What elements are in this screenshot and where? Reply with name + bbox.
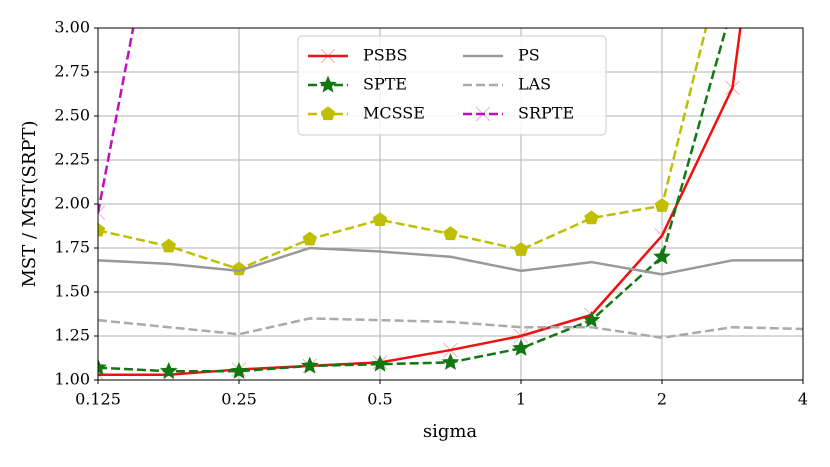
- marker: [159, 361, 178, 379]
- y-tick-label: 2.00: [54, 194, 90, 213]
- marker: [513, 328, 529, 344]
- marker: [372, 212, 388, 226]
- y-tick-label: 1.00: [54, 370, 90, 389]
- legend-label: LAS: [518, 75, 551, 94]
- marker: [98, 222, 106, 237]
- series-line: [98, 317, 803, 340]
- marker: [475, 106, 491, 122]
- legend-label: SRPTE: [518, 104, 574, 123]
- marker: [371, 354, 389, 372]
- x-tick-label: 4: [798, 390, 808, 409]
- y-axis-label: MST / MST(SRPT): [19, 120, 40, 287]
- series-line: [98, 246, 803, 276]
- marker: [725, 0, 740, 12]
- legend-label: PS: [518, 46, 540, 65]
- series-line: [98, 28, 135, 214]
- marker: [653, 247, 671, 265]
- x-tick-label: 0.125: [75, 390, 121, 409]
- marker: [98, 358, 107, 376]
- y-tick-label: 1.75: [54, 238, 90, 257]
- marker: [584, 210, 599, 225]
- marker: [320, 106, 336, 121]
- marker: [302, 231, 317, 246]
- x-tick-label: 2: [657, 390, 667, 409]
- marker: [230, 361, 248, 379]
- y-tick-label: 1.25: [54, 326, 90, 345]
- marker: [512, 339, 530, 356]
- y-tick-label: 3.00: [54, 18, 90, 37]
- x-tick-label: 0.5: [367, 390, 392, 409]
- x-axis-label: sigma: [423, 421, 478, 442]
- marker: [443, 226, 458, 241]
- marker: [513, 242, 529, 256]
- marker: [443, 342, 458, 358]
- marker: [320, 48, 336, 64]
- marker: [98, 205, 106, 221]
- marker: [654, 198, 670, 212]
- legend-box: [297, 35, 607, 136]
- marker: [582, 310, 601, 328]
- y-tick-label: 2.25: [54, 150, 90, 169]
- marker: [161, 238, 176, 253]
- marker: [300, 356, 319, 374]
- x-tick-label: 0.25: [221, 390, 257, 409]
- marker: [98, 367, 106, 380]
- marker: [319, 75, 337, 93]
- y-tick-label: 2.50: [54, 106, 90, 125]
- legend-label: MCSSE: [363, 104, 425, 123]
- marker: [725, 80, 740, 96]
- y-tick-label: 1.50: [54, 282, 90, 301]
- marker: [441, 353, 460, 370]
- legend-label: SPTE: [363, 75, 407, 94]
- x-tick-label: 1: [516, 390, 526, 409]
- legend-label: PSBS: [363, 46, 407, 65]
- y-tick-label: 2.75: [54, 62, 90, 81]
